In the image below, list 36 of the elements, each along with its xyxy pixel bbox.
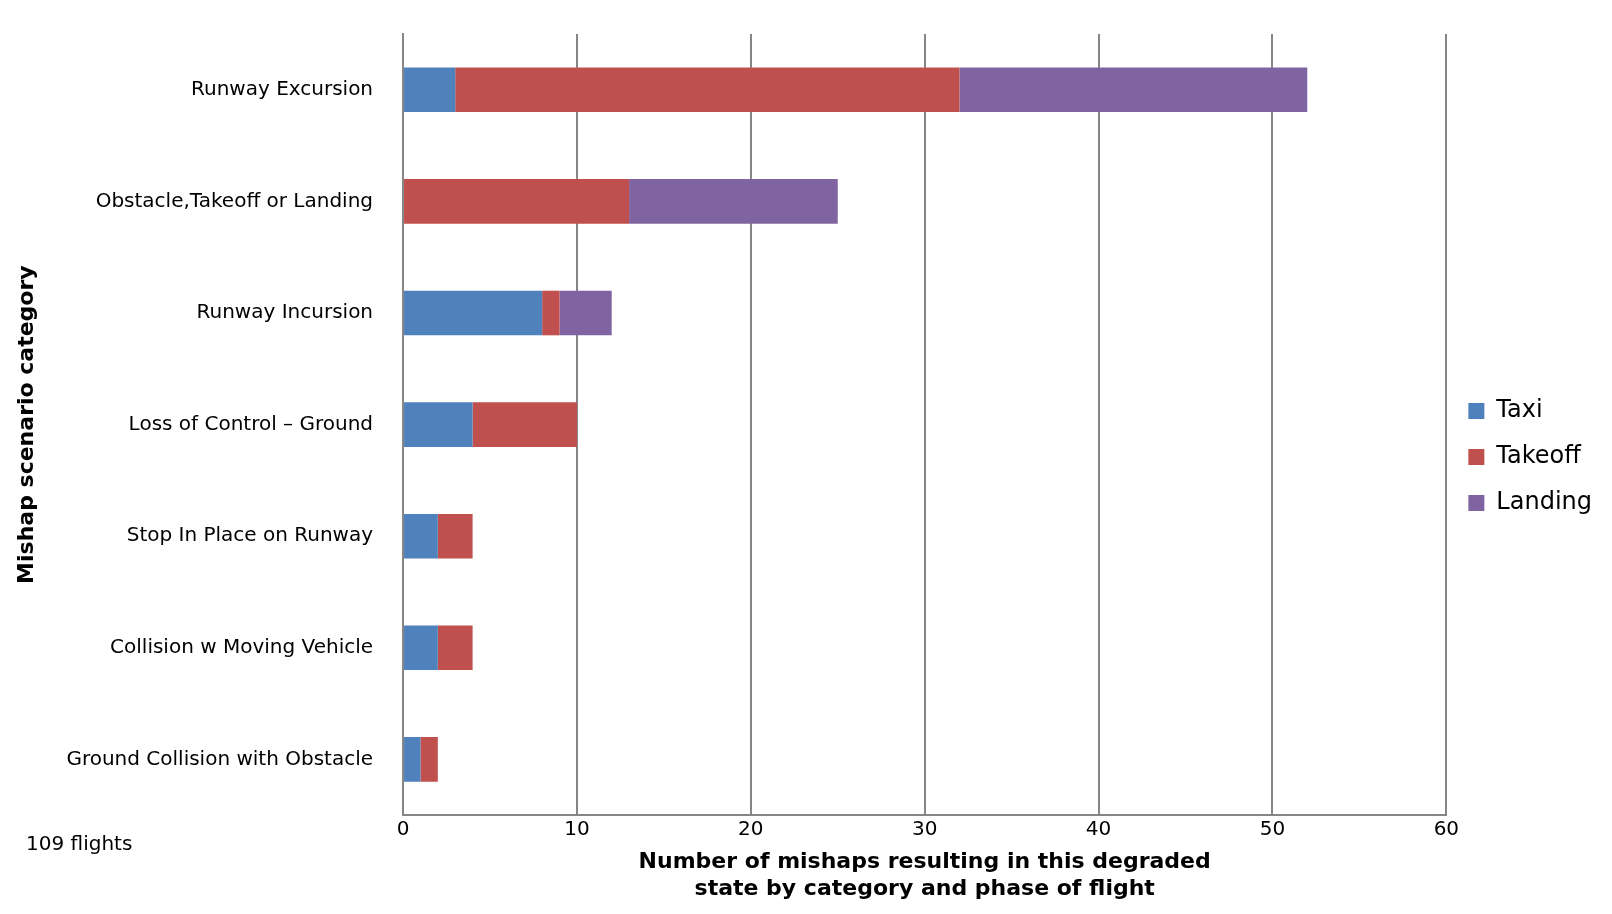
bar: [404, 625, 438, 671]
y-tick-label: Obstacle,Takeoff or Landing: [95, 187, 374, 212]
x-tick-label: 10: [564, 816, 590, 841]
y-tick-label: Runway Incursion: [196, 299, 374, 324]
x-axis-title: Number of mishaps resulting in this degraded state by category and phase of flight: [638, 848, 1211, 900]
y-tick-label: Loss of Control – Ground: [128, 410, 374, 435]
bar: [629, 179, 838, 224]
bar: [559, 290, 612, 336]
y-tick-label: Ground Collision with Obstacle: [66, 745, 374, 770]
legend-label: Takeoff: [1495, 441, 1582, 470]
bar: [404, 513, 438, 559]
legend-label: Landing: [1496, 487, 1592, 516]
text: 109 flights: [26, 831, 133, 856]
x-tick-label: 60: [1433, 816, 1460, 841]
bar: [404, 402, 473, 447]
bar: [420, 737, 438, 782]
bar: [404, 179, 630, 224]
bar: [437, 513, 473, 559]
bar: [542, 290, 560, 336]
x-tick-label: 30: [911, 816, 938, 841]
x-tick-label: 0: [396, 816, 410, 841]
bar: [455, 67, 960, 113]
bar: [404, 290, 543, 336]
y-tick-label: Stop In Place on Runway: [126, 522, 374, 547]
x-tick-label: 40: [1085, 816, 1112, 841]
bar: [959, 67, 1308, 113]
bar: [472, 402, 577, 447]
x-tick-label: 20: [738, 816, 764, 841]
bar: [404, 737, 421, 782]
y-tick-label: Runway Excursion: [190, 76, 374, 100]
y-tick-label: Collision w Moving Vehicle: [110, 634, 374, 658]
y-axis-title: Mishap scenario category: [12, 265, 38, 584]
bar: [437, 625, 473, 671]
bar: [404, 67, 456, 113]
legend-label: Taxi: [1495, 395, 1543, 424]
x-tick-label: 50: [1259, 816, 1286, 841]
